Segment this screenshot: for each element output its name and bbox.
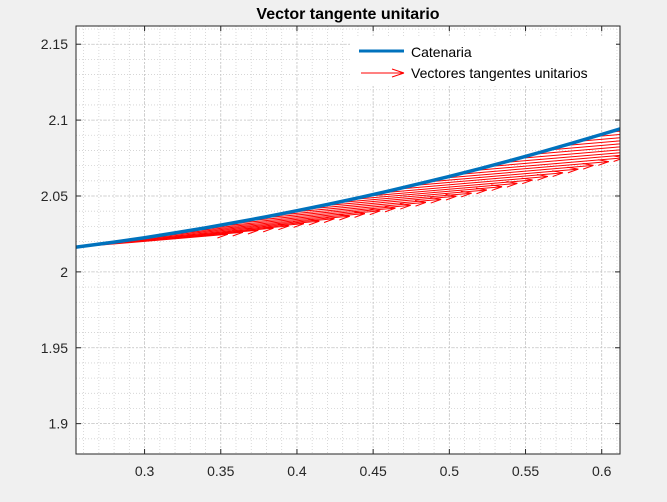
- arrow-shaft: [350, 186, 503, 201]
- arrow-head-upper: [415, 201, 427, 207]
- legend: Catenaria Vectores tangentes unitarios: [350, 36, 616, 86]
- tangent-vector-arrow: [548, 143, 620, 151]
- arrow-shaft: [213, 213, 365, 227]
- arrow-head-upper: [293, 223, 305, 228]
- x-tick-label: 0.3: [135, 463, 155, 479]
- arrow-shaft: [472, 157, 620, 172]
- chart-title: Vector tangente unitario: [256, 6, 439, 23]
- arrow-shaft: [289, 198, 442, 213]
- major-grid: [76, 26, 620, 454]
- arrow-shaft: [487, 154, 620, 168]
- arrow-shaft: [182, 218, 335, 233]
- tangent-vector-arrow: [594, 133, 620, 138]
- tangent-vector-arrow: [533, 146, 620, 155]
- arrow-head-upper: [582, 164, 594, 170]
- x-tick-label: 0.35: [207, 463, 234, 479]
- y-tick-label: 1.9: [49, 416, 69, 432]
- arrow-shaft: [136, 225, 289, 240]
- arrow-head-upper: [384, 207, 396, 213]
- arrow-shaft: [594, 133, 620, 138]
- arrow-shaft: [578, 137, 620, 142]
- arrow-shaft: [258, 204, 411, 219]
- arrow-head-upper: [339, 215, 350, 221]
- x-tick-label: 0.6: [592, 463, 612, 479]
- arrow-shaft: [274, 201, 426, 216]
- y-tick-label: 2: [60, 264, 68, 280]
- arrow-head-upper: [247, 229, 259, 235]
- arrow-shaft: [319, 192, 472, 207]
- x-tick-label: 0.5: [440, 463, 460, 479]
- y-axis-ticks: 1.9 1.95 2 2.05 2.1 2.15: [41, 36, 620, 432]
- y-tick-label: 2.15: [41, 36, 68, 52]
- arrow-shaft: [533, 146, 620, 155]
- arrow-shaft: [411, 172, 564, 187]
- tangent-vector-arrow: [578, 137, 620, 142]
- arrow-shaft: [197, 215, 350, 230]
- arrow-head-upper: [476, 189, 487, 195]
- axes-box: [75, 25, 621, 455]
- arrow-shaft: [167, 220, 320, 235]
- arrow-head-upper: [506, 182, 518, 188]
- arrow-head-upper: [522, 179, 533, 185]
- x-tick-label: 0.55: [512, 463, 539, 479]
- arrow-head-upper: [430, 198, 442, 204]
- arrow-head-lower: [628, 152, 639, 154]
- arrow-head-upper: [354, 213, 366, 218]
- minor-grid: [76, 26, 620, 455]
- arrow-head-upper: [323, 218, 335, 223]
- arrow-shaft: [426, 168, 579, 183]
- arrow-head-upper: [308, 220, 320, 226]
- x-axis-ticks: 0.3 0.35 0.4 0.45 0.5 0.55 0.6: [135, 26, 612, 479]
- arrow-shaft: [517, 149, 620, 159]
- catenary-line: [76, 127, 620, 249]
- arrow-shaft: [563, 140, 620, 147]
- tangent-vector-arrow: [487, 152, 639, 168]
- legend-label-catenary: Catenaria: [411, 44, 472, 60]
- tangent-vector-arrow: [502, 148, 655, 164]
- arrow-head-upper: [644, 150, 654, 154]
- arrow-shaft: [304, 195, 457, 210]
- arrow-head-upper: [629, 154, 639, 158]
- arrow-head-upper: [613, 158, 620, 162]
- arrow-head-upper: [567, 168, 579, 174]
- arrow-shaft: [548, 143, 620, 151]
- axes-background: [76, 26, 620, 454]
- arrow-head-lower: [644, 148, 655, 150]
- arrow-head-upper: [537, 175, 548, 181]
- arrow-shaft: [152, 223, 305, 238]
- arrow-head-upper: [369, 210, 381, 216]
- arrow-head-upper: [445, 195, 457, 201]
- arrow-head-upper: [232, 231, 244, 237]
- tangent-vector-arrow: [563, 140, 620, 147]
- arrow-head-upper: [400, 204, 411, 210]
- arrow-head-upper: [552, 172, 564, 178]
- legend-swatch-vectors: [361, 68, 405, 78]
- arrow-shaft: [395, 175, 548, 190]
- arrow-head-upper: [598, 161, 609, 166]
- arrow-shaft: [243, 207, 396, 222]
- arrow-head-upper: [217, 233, 228, 239]
- arrow-head-upper: [461, 192, 472, 198]
- x-tick-label: 0.4: [287, 463, 307, 479]
- arrow-shaft: [228, 210, 381, 225]
- arrow-head-lower: [659, 144, 667, 146]
- x-tick-label: 0.45: [360, 463, 387, 479]
- y-tick-label: 2.1: [49, 112, 69, 128]
- arrow-head-upper: [491, 186, 503, 191]
- legend-box: [350, 36, 616, 86]
- y-tick-label: 2.05: [41, 188, 68, 204]
- tangent-vector-arrow: [517, 144, 667, 159]
- arrow-shaft: [380, 179, 533, 194]
- arrow-head-upper: [278, 225, 289, 231]
- y-tick-label: 1.95: [41, 340, 68, 356]
- arrow-shaft: [335, 189, 487, 204]
- arrow-shaft: [456, 161, 609, 175]
- arrow-shaft: [502, 152, 620, 164]
- arrow-shaft: [365, 182, 518, 197]
- arrow-head-upper: [262, 227, 274, 233]
- legend-label-vectors: Vectores tangentes unitarios: [411, 65, 588, 81]
- arrow-shaft: [441, 164, 594, 179]
- arrow-head-upper: [659, 146, 667, 150]
